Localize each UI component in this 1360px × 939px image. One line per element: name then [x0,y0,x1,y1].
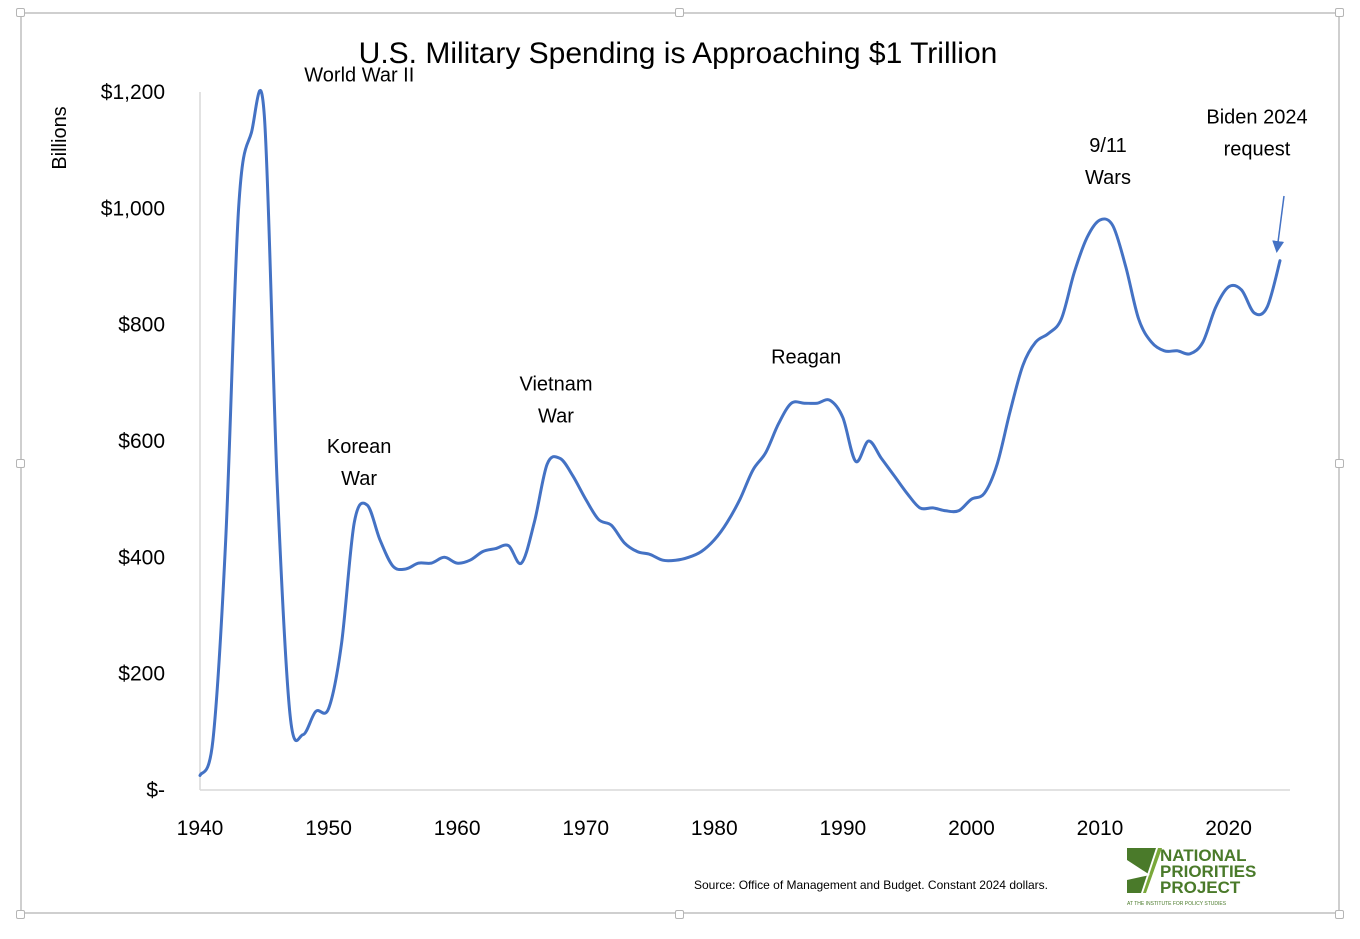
series-line [198,89,1282,777]
chart-title: U.S. Military Spending is Approaching $1… [359,37,998,70]
logo-tagline: AT THE INSTITUTE FOR POLICY STUDIES [1127,901,1227,907]
x-tick-label: 2000 [948,817,995,840]
y-tick-label: $- [146,779,165,802]
resize-handle-bottom-right[interactable] [1335,910,1344,919]
annotation-label: World War II [304,64,414,86]
resize-handle-bottom-left[interactable] [16,910,25,919]
y-tick-label: $200 [118,663,165,686]
logo-line-1: NATIONAL [1160,846,1247,865]
y-tick-label: $400 [118,546,165,569]
logo-line-3: PROJECT [1160,878,1241,897]
x-tick-label: 1940 [177,817,224,840]
annotation-label: Vietnam War [519,373,592,427]
annotation-label: Reagan [771,346,841,368]
annotation-label: Biden 2024 request [1206,107,1307,161]
y-tick-label: $800 [118,314,165,337]
y-tick-label: $1,000 [101,197,165,220]
y-axis-label: Billions [49,106,71,169]
x-tick-label: 2020 [1205,817,1252,840]
x-tick-label: 1970 [562,817,609,840]
resize-handle-bottom[interactable] [675,910,684,919]
annotation-label: 9/11 Wars [1085,135,1131,189]
x-tick-label: 1960 [434,817,481,840]
x-tick-label: 1980 [691,817,738,840]
source-note: Source: Office of Management and Budget.… [694,878,1048,892]
annotations: World War II Korean War Vietnam War Reagan 9/1… [304,64,1307,490]
resize-handle-top-right[interactable] [1335,8,1344,17]
resize-handle-right[interactable] [1335,459,1344,468]
logo-mark-icon [1127,848,1162,893]
y-tick-labels: $- $200 $400 $600 $800 $1,000 $1,200 [101,81,165,802]
npp-logo: NATIONAL PRIORITIES PROJECT AT THE INSTI… [1127,846,1256,907]
annotation-label: Korean War [327,436,392,490]
resize-handle-left[interactable] [16,459,25,468]
x-tick-label: 2010 [1077,817,1124,840]
logo-line-2: PRIORITIES [1160,862,1256,881]
y-tick-label: $1,200 [101,81,165,104]
resize-handle-top[interactable] [675,8,684,17]
x-tick-label: 1990 [819,817,866,840]
resize-handle-top-left[interactable] [16,8,25,17]
y-tick-label: $600 [118,430,165,453]
annotation-arrow [1272,195,1285,253]
x-tick-label: 1950 [305,817,352,840]
x-tick-labels: 1940 1950 1960 1970 1980 1990 2000 2010 2020 [177,817,1252,840]
